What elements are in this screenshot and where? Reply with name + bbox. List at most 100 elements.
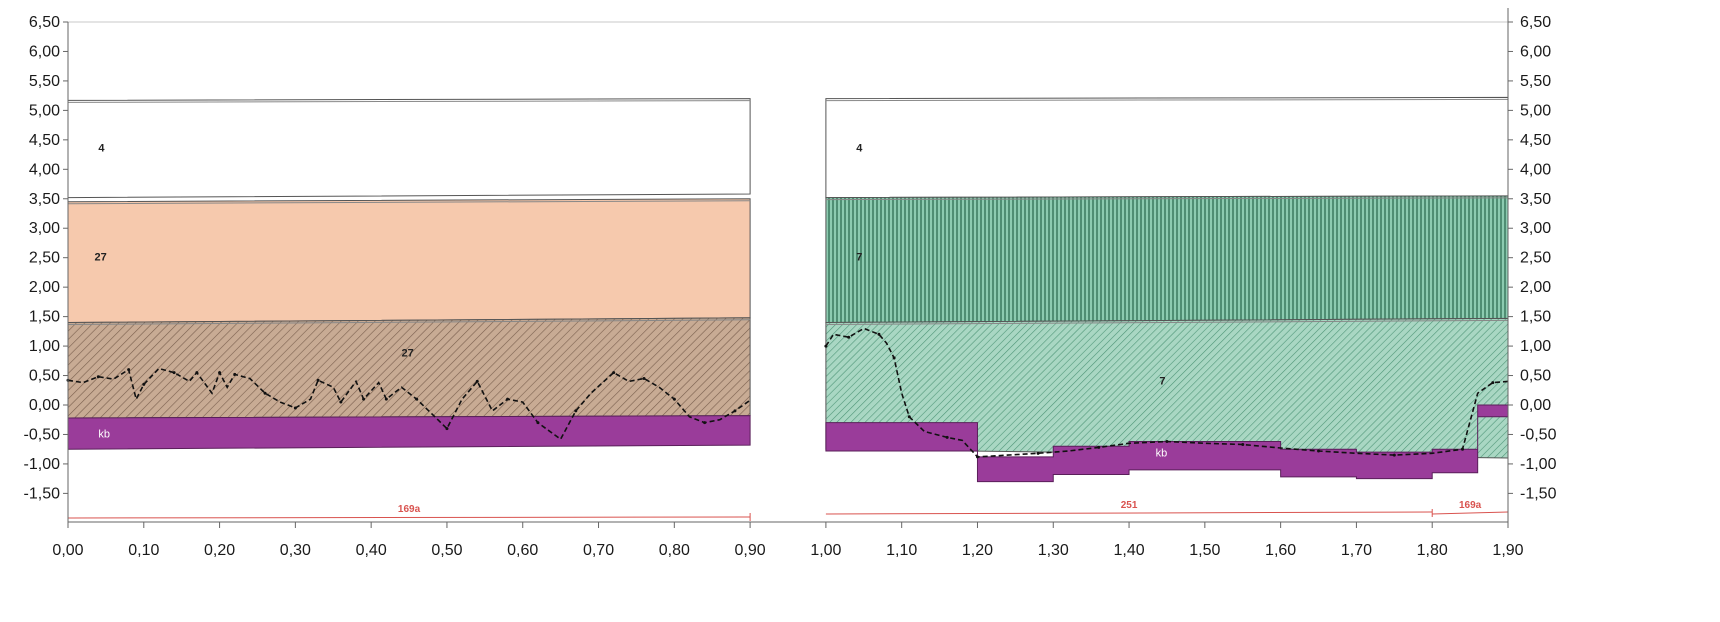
panel-0-profile-point	[142, 382, 146, 386]
x-tick-label: 0,10	[128, 542, 159, 559]
panel-1-layer-2-label: 7	[1159, 375, 1165, 387]
y-tick-label-right: 2,00	[1520, 279, 1551, 296]
y-tick-label-right: -0,50	[1520, 426, 1557, 443]
panel-1-layer-0	[825, 96, 1509, 199]
panel-0-profile-point	[536, 421, 540, 425]
y-tick-label-left: 0,00	[29, 397, 60, 414]
y-tick-label-left: 2,00	[29, 279, 60, 296]
y-tick-label-left: 1,00	[29, 338, 60, 355]
y-tick-label-right: 1,00	[1520, 338, 1551, 355]
x-tick-label: 1,00	[810, 542, 841, 559]
panel-0-profile-line	[67, 367, 751, 441]
panel-1-profile-point	[824, 344, 828, 348]
y-tick-label-right: -1,50	[1520, 485, 1557, 502]
y-tick-label-left: -1,00	[24, 456, 61, 473]
soil-layers	[67, 96, 1509, 459]
panel-0-kb	[67, 415, 751, 450]
y-tick-label-right: 0,00	[1520, 397, 1551, 414]
panel-1-section-1-label: 169a	[1459, 500, 1482, 511]
x-tick-label: 1,30	[1038, 542, 1069, 559]
y-tick-label-left: 2,50	[29, 250, 60, 267]
panel-0-profile-point	[384, 397, 388, 401]
y-tick-label-right: 4,00	[1520, 161, 1551, 178]
panel-0-section-0-line	[67, 516, 751, 519]
profile-lines	[66, 327, 1509, 459]
x-tick-label: 1,20	[962, 542, 993, 559]
x-tick-label: 0,90	[735, 542, 766, 559]
panel-0-layer-1	[67, 198, 751, 324]
panel-0-layer-1-topline	[67, 200, 751, 205]
panel-1-profile-point	[1036, 451, 1040, 455]
panel-0-profile-point	[703, 421, 707, 425]
layer-labels: 4 27 27 kb 4 7 7 kb	[95, 143, 1168, 460]
axes: 6,50 6,50 6,00 6,00 5,50 5,50 5,00 5,00 4,50 4,50…	[24, 8, 1557, 559]
panel-0-kb-label: kb	[98, 428, 110, 440]
y-tick-label-right: 2,50	[1520, 250, 1551, 267]
y-tick-label-left: 0,50	[29, 368, 60, 385]
panel-1-layer-0-topline	[825, 98, 1509, 102]
panel-0-section-0-label: 169a	[398, 504, 421, 515]
panel-0-profile-point	[642, 376, 646, 380]
panel-1-section-0-line	[825, 511, 1433, 515]
y-tick-label-left: 3,00	[29, 220, 60, 237]
x-tick-label: 0,60	[507, 542, 538, 559]
y-tick-label-right: 1,50	[1520, 309, 1551, 326]
x-tick-label: 0,50	[431, 542, 462, 559]
panel-1-profile-point	[1241, 442, 1245, 446]
kb-layers	[67, 404, 1509, 483]
panel-1-profile-point	[1165, 440, 1169, 444]
panel-0-layer-2-topline	[67, 319, 751, 326]
panel-1-profile-point	[975, 455, 979, 459]
y-tick-label-left: 5,00	[29, 102, 60, 119]
panel-0-profile-point	[339, 400, 343, 404]
x-tick-label: 1,40	[1113, 542, 1144, 559]
y-tick-label-left: 4,00	[29, 161, 60, 178]
panel-0-profile-point	[672, 397, 676, 401]
y-tick-label-right: 3,50	[1520, 191, 1551, 208]
y-tick-label-right: 4,50	[1520, 132, 1551, 149]
panel-0-profile-point	[172, 371, 176, 375]
panel-1-profile-point	[1097, 445, 1101, 449]
x-tick-label: 0,00	[52, 542, 83, 559]
panel-0-profile-point	[612, 371, 616, 375]
x-tick-label: 1,10	[886, 542, 917, 559]
panel-1-profile-point	[847, 335, 851, 339]
panel-0-layer-2	[67, 317, 751, 419]
x-tick-label: 1,50	[1189, 542, 1220, 559]
x-tick-label: 1,70	[1341, 542, 1372, 559]
x-tick-label: 0,70	[583, 542, 614, 559]
panel-0-profile-point	[263, 391, 267, 395]
y-tick-label-right: 6,00	[1520, 43, 1551, 60]
panel-0-layer-0-topline	[67, 100, 751, 103]
panel-0-layer-1-label: 27	[95, 252, 107, 264]
panel-0-profile-point	[415, 397, 419, 401]
y-tick-label-left: -0,50	[24, 426, 61, 443]
section-lines: 169a 251 169a	[67, 500, 1509, 521]
y-tick-label-right: 6,50	[1520, 14, 1551, 31]
panel-1-profile-point	[877, 332, 881, 336]
panel-0-profile-point	[362, 397, 366, 401]
panel-0-layer-0-label: 4	[98, 143, 105, 155]
y-tick-label-left: 5,50	[29, 73, 60, 90]
panel-1-profile-point	[1392, 453, 1396, 457]
panel-0-profile-point	[574, 409, 578, 413]
y-tick-label-left: -1,50	[24, 485, 61, 502]
y-tick-label-right: -1,00	[1520, 456, 1557, 473]
panel-0-profile-point	[445, 427, 449, 431]
panel-1-profile-point	[907, 415, 911, 419]
panel-1-profile-point	[892, 356, 896, 360]
panel-1-layer-1-label: 7	[856, 252, 862, 264]
x-tick-label: 0,80	[659, 542, 690, 559]
panel-0-profile-point	[127, 368, 131, 372]
panel-1-layer-2-topline	[825, 319, 1509, 326]
x-tick-label: 1,80	[1417, 542, 1448, 559]
panel-0-profile-point	[233, 372, 237, 376]
panel-0-profile-point	[293, 406, 297, 410]
panel-1-profile-point	[1461, 447, 1465, 451]
y-tick-label-left: 4,50	[29, 132, 60, 149]
y-tick-label-left: 1,50	[29, 309, 60, 326]
panel-1-layer-1-topline	[825, 197, 1509, 201]
y-tick-label-right: 5,00	[1520, 102, 1551, 119]
x-tick-label: 0,40	[356, 542, 387, 559]
